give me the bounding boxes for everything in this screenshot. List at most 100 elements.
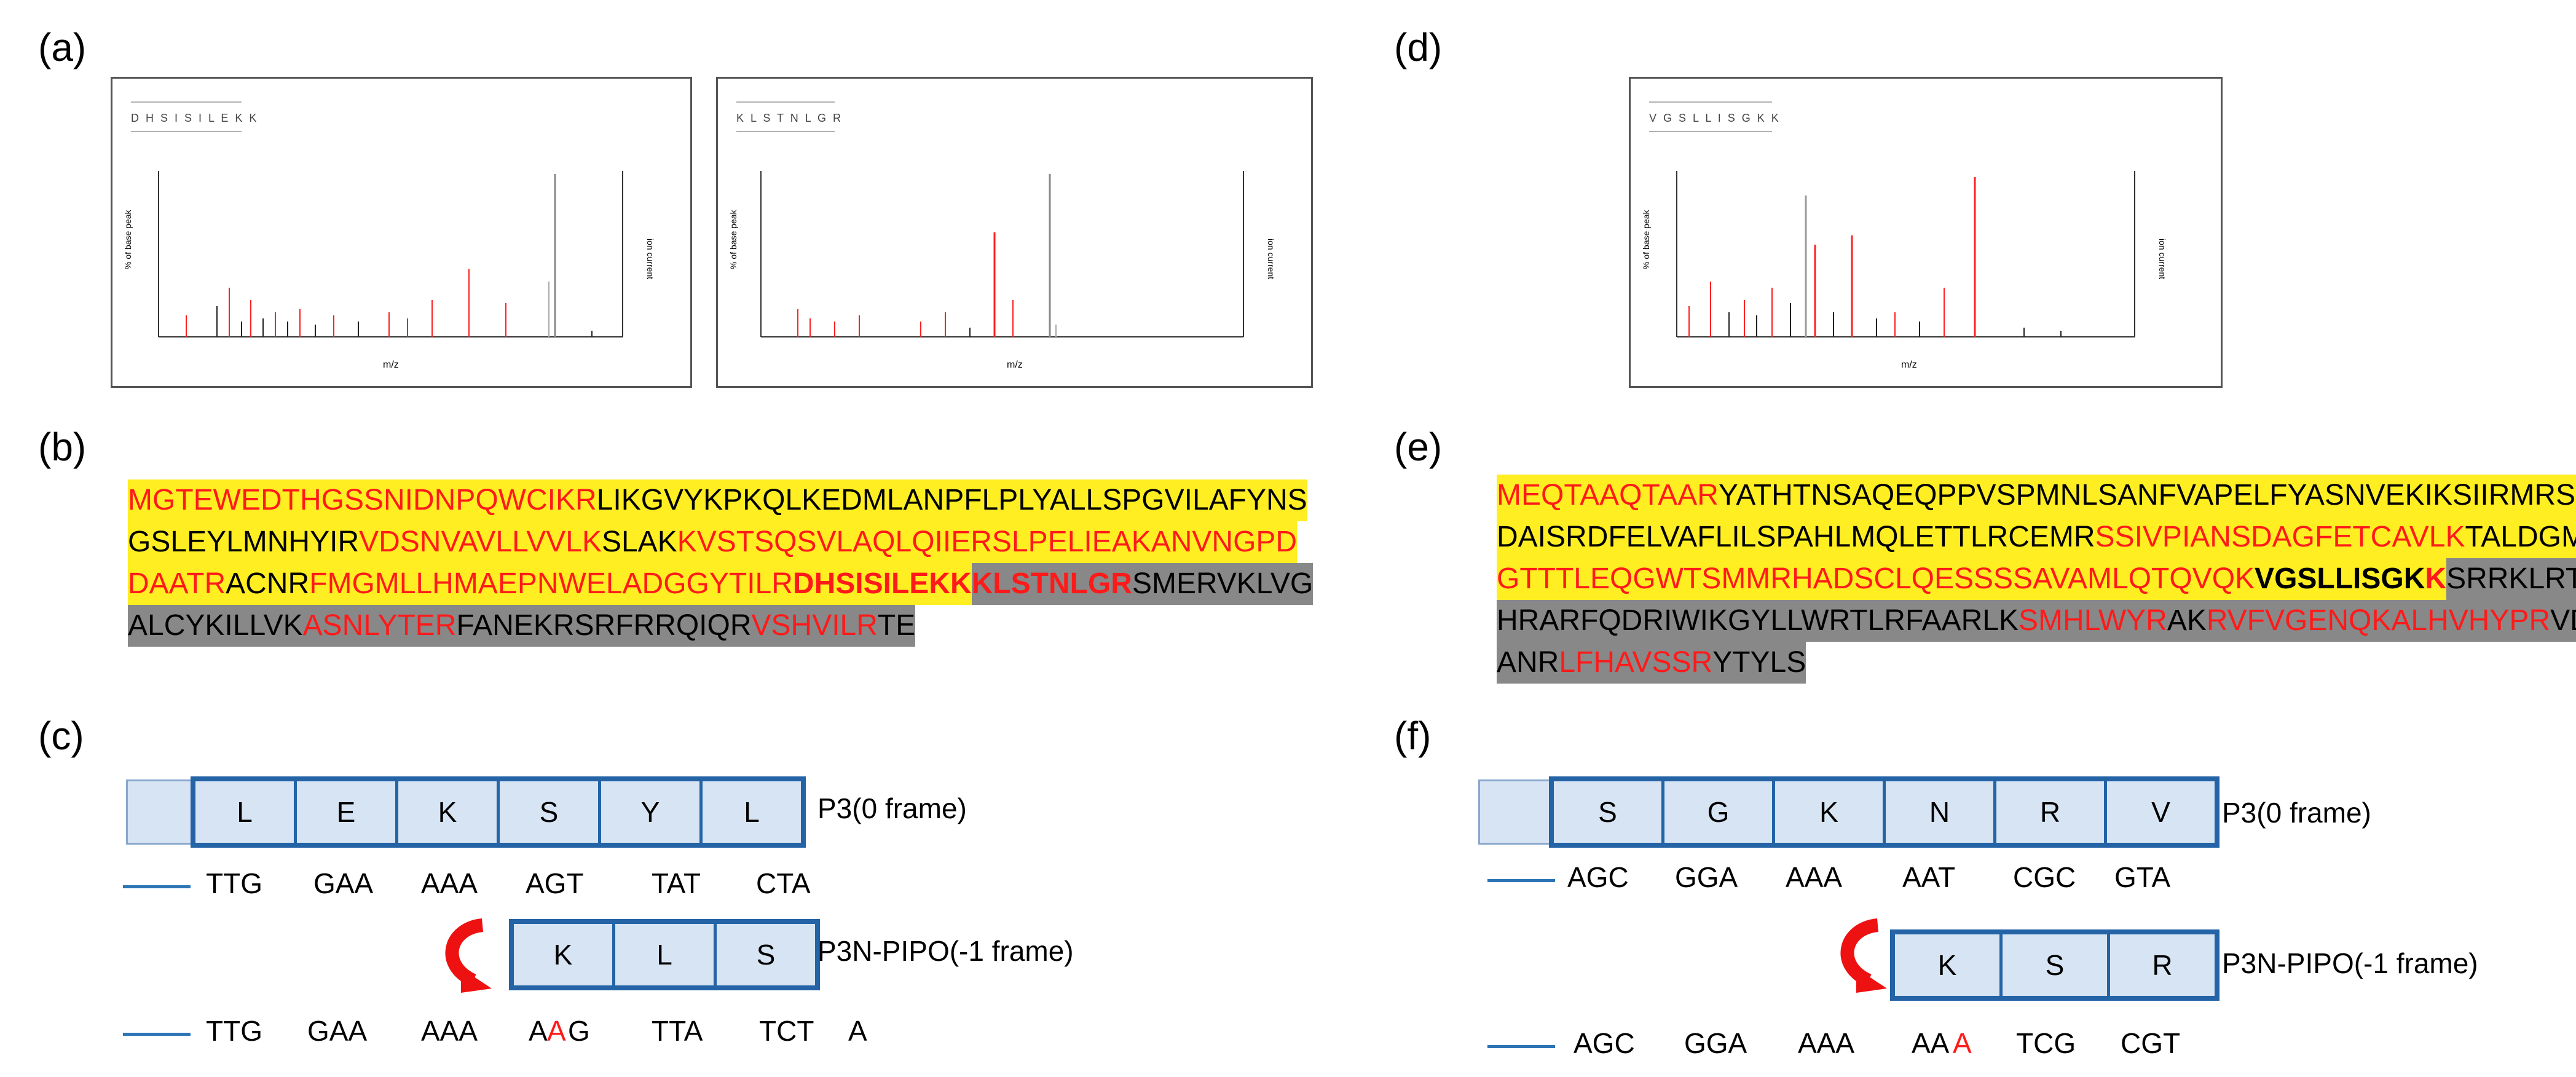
sequence-segment: TE	[877, 605, 916, 647]
codon: A	[848, 1015, 867, 1047]
peptide-segment: FMGMLLHMAEPNWELADGGYTILR	[309, 563, 793, 605]
amino-acid-cell: G	[1661, 781, 1772, 843]
peptide-segment: VSHVILR	[751, 605, 878, 647]
codon: GGA	[1675, 861, 1738, 893]
x-axis-label: m/z	[383, 360, 399, 370]
codon: AAT	[1902, 861, 1956, 893]
peaks-3	[1688, 177, 2062, 337]
codon: AAA	[1786, 861, 1843, 893]
sequence-segment: SMERVKLVG	[1132, 563, 1314, 605]
amino-acid-cell: L	[195, 781, 294, 843]
frameshift-arrow-icon	[1840, 918, 1887, 993]
sequence-segment: FANEKRSRFRRQIQR	[456, 605, 752, 647]
peaks-1	[186, 174, 593, 337]
amino-acid-cell: Y	[598, 781, 699, 843]
codon: G	[568, 1015, 590, 1047]
pipo-label-c: P3N-PIPO(-1 frame)	[817, 935, 1074, 967]
codon-row-bottom-f: AGC GGA AAA AA A TCG CGT	[1487, 1027, 2286, 1063]
codon: CGC	[2013, 861, 2076, 893]
peptide-sequence: V G S L L I S G K K	[1649, 112, 1781, 124]
sequence-segment: TALDGMK	[2465, 516, 2576, 558]
spectrum-vgsllisgkk: V G S L L I S G K K % of base peak ion c…	[1629, 77, 2223, 388]
amino-acid-cell: R	[1993, 781, 2104, 843]
codon: TTG	[206, 867, 262, 899]
peptide-segment: LFHAVSSR	[1559, 642, 1713, 684]
amino-acid-cell: S	[1554, 781, 1661, 843]
codon-row-top-f: AGC GGA AAA AAT CGC GTA	[1487, 861, 2286, 897]
peptide-segment: KVSTSQSVLAQLQIIERSLPELIEAKANVNGPD	[677, 521, 1298, 563]
codon: GAA	[307, 1015, 368, 1047]
p3-label-c: P3(0 frame)	[817, 792, 967, 824]
peptide-segment: KLSTNLGR	[971, 563, 1132, 605]
codon-row-bottom-c: TTG GAA AAA A A G TTA TCT A	[123, 1014, 922, 1051]
amino-acid-cell: L	[612, 924, 714, 985]
codon: AAA	[421, 867, 478, 899]
panel-label-e: (e)	[1394, 425, 1443, 469]
codon: A	[529, 1015, 548, 1047]
p3-label-f: P3(0 frame)	[2222, 797, 2371, 829]
codon: TCT	[759, 1015, 814, 1047]
amino-acid-cell: S	[1999, 934, 2107, 996]
codon: AAA	[1798, 1027, 1855, 1059]
amino-acid-cell: K	[514, 924, 612, 985]
peptide-segment: DAATR	[128, 563, 226, 605]
spectrum-plot-2: K L S T N L G R % of base peak ion curre…	[728, 101, 1276, 370]
codon-row-top-c: TTG GAA AAA AGT TAT CTA	[123, 867, 861, 904]
sequence-segment: YATHTNSAQEQPPVSPMNLSANFVAPELFYASNVEKIKSI…	[1718, 475, 2576, 516]
sequence-line: ANR LFHAVSSR YTYLS	[1497, 642, 2576, 684]
sequence-line: DAISRDFELVAFLILSPAHLMQLETTLRCEMR SSIVPIAN…	[1497, 516, 2576, 558]
sequence-segment: ANR	[1497, 642, 1559, 684]
amino-acid-cell: L	[699, 781, 801, 843]
y2-axis-label: ion current	[2157, 239, 2167, 279]
codon: CTA	[756, 867, 811, 899]
peaks-2	[797, 174, 1057, 337]
sequence-segment: GSLEYLMNHYIR	[128, 521, 360, 563]
sequence-line: DAATR ACNR FMGMLLHMAEPNWELADGGYTILR DHSISIL…	[128, 563, 1314, 605]
y2-axis-label: ion current	[1266, 239, 1276, 279]
sequence-segment: AK	[2167, 600, 2207, 642]
peptide-segment: RVFVGENQKALHVHYPR	[2206, 600, 2551, 642]
amino-acid-cell: V	[2104, 781, 2215, 843]
peptide-sequence: K L S T N L G R	[736, 112, 843, 124]
codon: TCG	[2016, 1027, 2076, 1059]
sequence-line: M GTEWEDTHGSSNIDNPQWCIKR LIKGVYKPKQLKEDMLA…	[128, 479, 1313, 521]
fragment-ladder	[1649, 101, 1772, 132]
sequence-line: MEQTAAQTAAR YATHTNSAQEQPPVSPMNLSANFVAPELF…	[1497, 475, 2576, 516]
y-axis-label: % of base peak	[728, 209, 738, 269]
peptide-segment: VDSNVAVLLVVLK	[359, 521, 602, 563]
codon: GAA	[313, 867, 374, 899]
peptide-segment: GTEWEDTHGSSNIDNPQWCIKR	[152, 479, 597, 521]
spectrum-plot-1: D H S I S I L E K K % of base peak ion c…	[123, 101, 655, 370]
sequence-segment: LIKGVYKPKQLKEDMLANPFLPLYALLSPGVILAFYNS	[596, 479, 1307, 521]
panel-label-a: (a)	[38, 25, 87, 69]
pipo-label-f: P3N-PIPO(-1 frame)	[2222, 947, 2478, 979]
sequence-line: HRARFQDRIWIKGYLLWRTLRFAARLK SMHLWYR AK RVFV…	[1497, 600, 2576, 642]
codon: AGC	[1574, 1027, 1635, 1059]
strand-line	[1487, 1045, 1555, 1048]
codon: GGA	[1684, 1027, 1747, 1059]
panel-label-f: (f)	[1394, 714, 1432, 758]
y2-axis-label: ion current	[645, 239, 655, 279]
strand-line	[123, 1033, 191, 1036]
peptide-segment: ASNLYTER	[302, 605, 457, 647]
codon: AGT	[526, 867, 584, 899]
codon: AAA	[421, 1015, 478, 1047]
codon: CGT	[2121, 1027, 2181, 1059]
codon: AA	[1912, 1027, 1950, 1059]
peptide-segment: SMHLWYR	[2019, 600, 2167, 642]
panel-label-d: (d)	[1394, 25, 1443, 69]
amino-acid-cell: R	[2107, 934, 2215, 996]
sequence-segment: SRRKLRTLCLTP	[2446, 558, 2576, 600]
peptide-segment: VGSLLISGK	[2255, 558, 2425, 600]
spectrum-dhsisilekk: D H S I S I L E K K % of base peak ion c…	[111, 77, 692, 388]
peptide-segment: K	[2425, 558, 2447, 600]
sequence-line: GTTTLEQGWTSMMRHADSCLQESSSSAVAMLQTQVQK VGS…	[1497, 558, 2576, 600]
amino-acid-cell: K	[395, 781, 497, 843]
sequence-panel-e: MEQTAAQTAAR YATHTNSAQEQPPVSPMNLSANFVAPELF…	[1497, 475, 2576, 684]
amino-acid-cell: S	[497, 781, 598, 843]
sequence-segment: SLAK	[601, 521, 677, 563]
strand-line	[1487, 879, 1555, 882]
